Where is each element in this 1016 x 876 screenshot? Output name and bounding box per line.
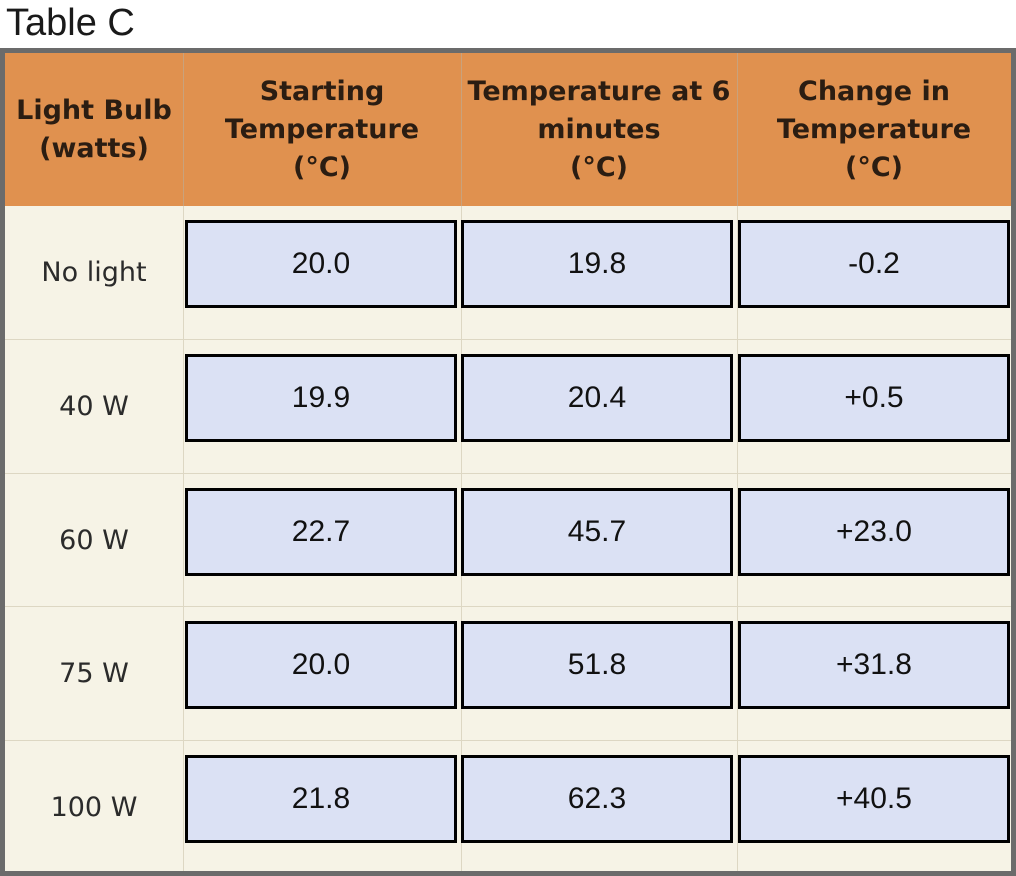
row-label-60w: 60 W [59,525,129,556]
change-in-temp-field: +0.5 [738,354,1010,442]
row-label-no-light: No light [41,257,147,288]
starting-temp-field: 20.0 [185,220,457,308]
temp-at-6-min-field: 19.8 [461,220,733,308]
change-in-temp-field: -0.2 [738,220,1010,308]
header-starting-temperature: Starting Temperature (°C) [224,75,420,183]
row-label-40w: 40 W [59,391,129,422]
grid-line [5,606,1011,607]
temp-at-6-min-field: 45.7 [461,488,733,576]
table-title: Table C [6,2,135,44]
data-table: Light Bulb (watts) Starting Temperature … [0,48,1016,876]
header-light-bulb: Light Bulb (watts) [16,94,172,164]
grid-line [5,473,1011,474]
temp-at-6-min-field: 51.8 [461,621,733,709]
header-divider [461,53,462,206]
table-header: Light Bulb (watts) Starting Temperature … [5,53,1011,206]
change-in-temp-field: +23.0 [738,488,1010,576]
change-in-temp-field: +31.8 [738,621,1010,709]
temp-at-6-min-field: 62.3 [461,755,733,843]
grid-line [5,740,1011,741]
starting-temp-field: 20.0 [185,621,457,709]
grid-line [737,206,738,871]
starting-temp-field: 22.7 [185,488,457,576]
row-label-100w: 100 W [50,792,138,823]
header-temperature-at-6-minutes: Temperature at 6 minutes (°C) [467,75,731,183]
grid-line [183,206,184,871]
temp-at-6-min-field: 20.4 [461,354,733,442]
starting-temp-field: 19.9 [185,354,457,442]
header-divider [183,53,184,206]
header-change-in-temperature: Change in Temperature (°C) [776,75,972,183]
starting-temp-field: 21.8 [185,755,457,843]
row-label-75w: 75 W [59,658,129,689]
header-divider [737,53,738,206]
change-in-temp-field: +40.5 [738,755,1010,843]
grid-line [5,339,1011,340]
